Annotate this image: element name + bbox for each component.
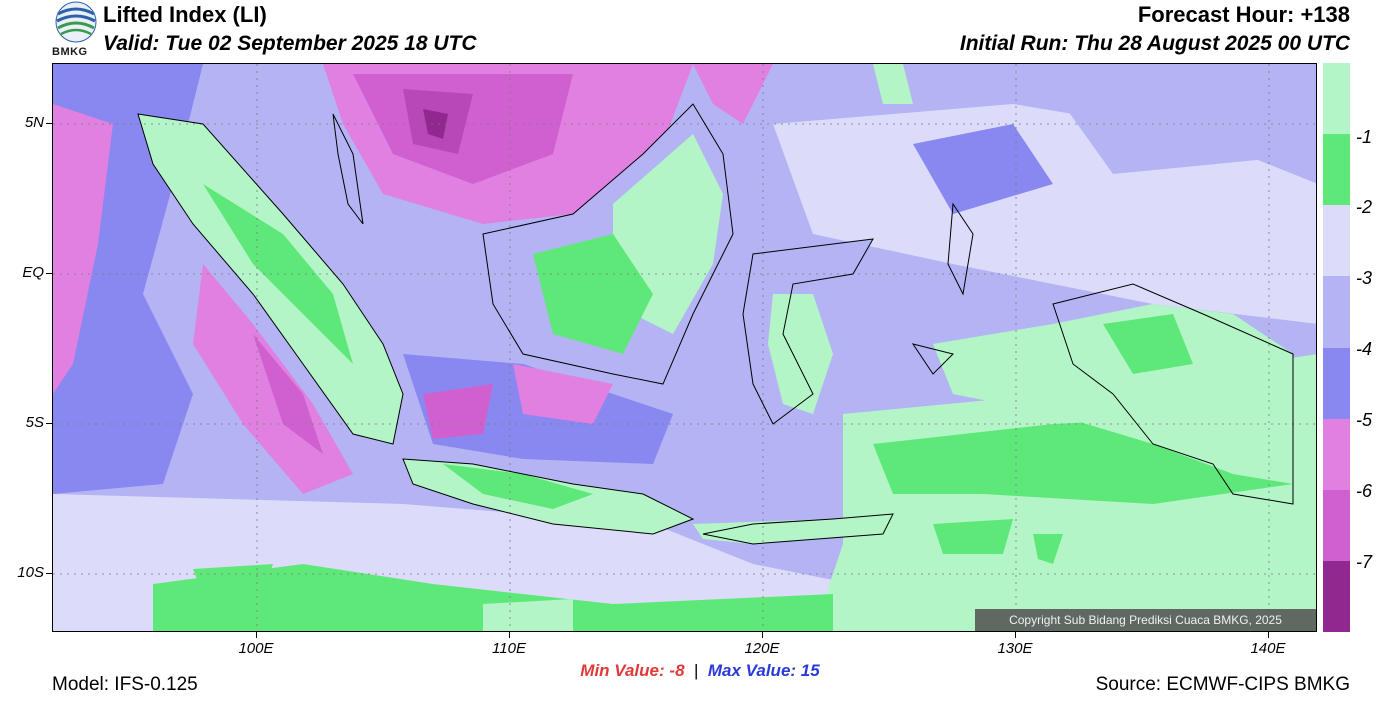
x-label-130e: 130E [997,640,1033,657]
y-tick [46,573,52,574]
min-max-stats: Min Value: -8 | Max Value: 15 [0,661,1400,681]
colorbar-segment [1323,347,1350,419]
copyright-notice: Copyright Sub Bidang Prediksi Cuaca BMKG… [975,609,1316,631]
logo-text: BMKG [52,46,88,58]
source-info: Source: ECMWF-CIPS BMKG [1095,674,1350,695]
x-label-120e: 120E [744,640,780,657]
colorbar-segment [1323,63,1350,135]
colorbar-label: -4 [1356,339,1373,359]
max-value-label: Max Value: [707,661,797,680]
y-label-10s: 10S [17,564,44,581]
x-tick [256,632,257,638]
colorbar-segment [1323,560,1350,632]
x-label-110e: 110E [492,640,526,657]
colorbar-segment [1323,205,1350,277]
colorbar-label: -1 [1356,127,1373,147]
x-tick [1015,632,1016,638]
colorbar-label: -7 [1356,552,1373,572]
colorbar-segment [1323,418,1350,490]
model-info: Model: IFS-0.125 [52,674,198,695]
y-label-5s: 5S [25,414,44,431]
colorbar-segment [1323,276,1350,348]
colorbar [1323,63,1350,632]
colorbar-label: -3 [1356,268,1373,288]
map-panel: Copyright Sub Bidang Prediksi Cuaca BMKG… [52,63,1317,632]
max-value: 15 [800,661,820,680]
y-label-eq: EQ [22,264,44,281]
y-tick [46,423,52,424]
bmkg-logo [50,0,102,62]
chart-title: Lifted Index (LI) [103,2,267,27]
colorbar-label: -6 [1356,481,1373,501]
stats-separator: | [689,661,704,680]
x-label-140e: 140E [1250,640,1286,657]
min-value: -8 [669,661,685,680]
y-tick [46,273,52,274]
initial-run: Initial Run: Thu 28 August 2025 00 UTC [959,32,1350,55]
y-tick [46,123,52,124]
min-value-label: Min Value: [580,661,665,680]
map-canvas [53,64,1316,631]
colorbar-segment [1323,489,1350,561]
x-tick [762,632,763,638]
x-tick [1268,632,1269,638]
x-label-100e: 100E [238,640,274,657]
forecast-hour: Forecast Hour: +138 [1137,2,1350,27]
x-tick [509,632,510,638]
colorbar-label: -2 [1356,197,1373,217]
colorbar-label: -5 [1356,410,1373,430]
y-label-5n: 5N [24,114,44,131]
colorbar-segment [1323,134,1350,206]
valid-time: Valid: Tue 02 September 2025 18 UTC [103,32,477,55]
